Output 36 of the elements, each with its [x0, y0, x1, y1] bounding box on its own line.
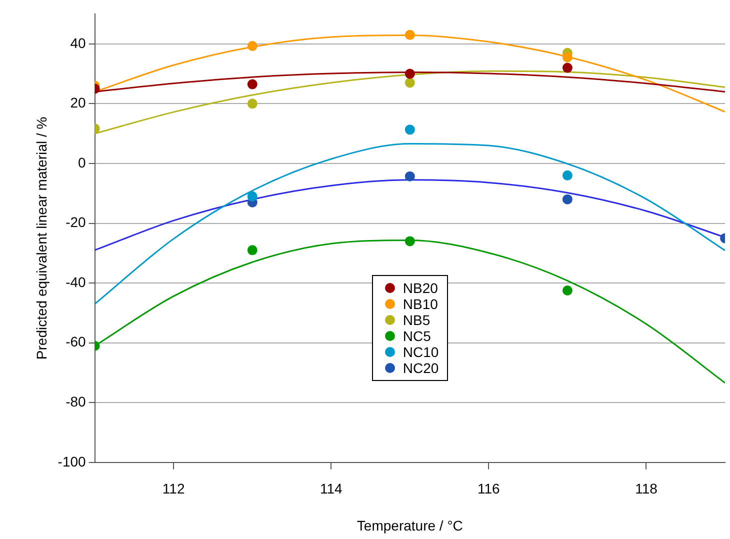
legend-label: NC20 [402, 360, 439, 376]
point [247, 191, 258, 202]
point [562, 194, 572, 204]
legend-label: NC10 [402, 344, 439, 360]
point [247, 40, 258, 51]
point [562, 286, 572, 296]
y-tick-label: -80 [66, 393, 86, 410]
legend-label: NB20 [402, 280, 438, 296]
point [404, 124, 415, 135]
y-tick-label: -20 [66, 214, 86, 230]
point [247, 98, 258, 109]
point [562, 52, 572, 62]
point [562, 62, 572, 73]
y-tick-label: 0 [78, 154, 86, 170]
point [404, 236, 415, 246]
y-tick-label: -40 [66, 274, 86, 290]
legend-label: NB5 [402, 312, 430, 328]
x-tick-label: 116 [478, 480, 500, 497]
y-tick-label: 20 [70, 94, 86, 111]
point [404, 78, 415, 88]
y-tick-label: -100 [58, 453, 86, 470]
point [562, 170, 572, 180]
y-tick-label: -60 [66, 334, 86, 350]
point [247, 79, 258, 90]
point [247, 245, 258, 256]
x-tick-label: 114 [320, 480, 343, 497]
y-axis-title: Predicted equivalent linear material / % [33, 116, 50, 360]
x-tick-label: 112 [162, 480, 185, 497]
point [404, 68, 415, 79]
legend-label: NC5 [402, 328, 431, 344]
x-axis-title: Temperature / °C [356, 517, 463, 534]
x-tick-label: 118 [635, 480, 658, 497]
legend-label: NB10 [402, 296, 438, 312]
y-tick-label: 40 [70, 34, 86, 51]
point [404, 171, 415, 182]
point [404, 30, 415, 40]
